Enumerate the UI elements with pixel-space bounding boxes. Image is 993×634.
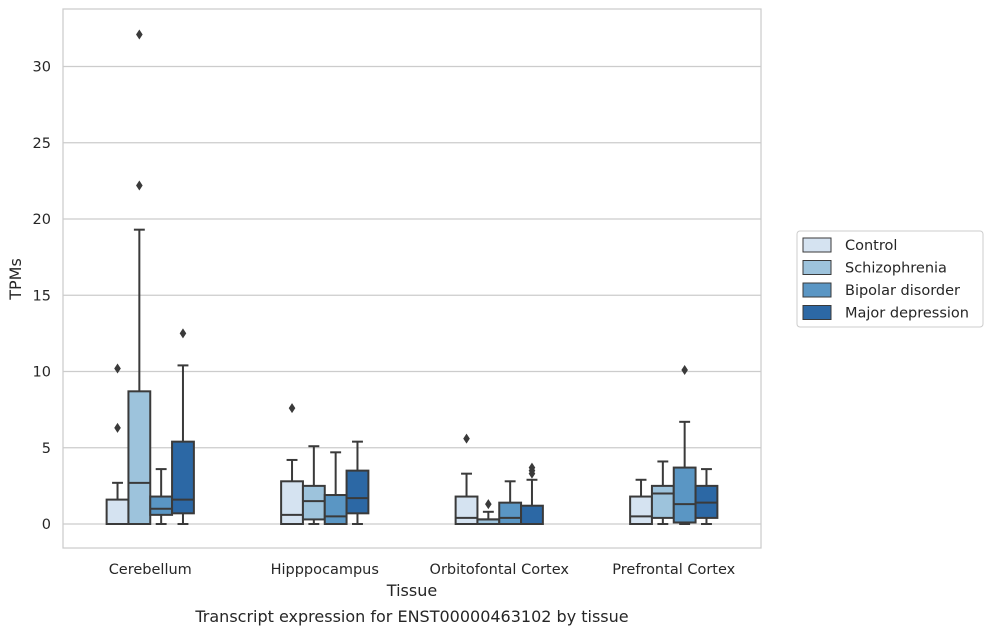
y-axis-ticks: 0 5 10 15 20 25 30 xyxy=(33,60,51,534)
y-tick-label: 5 xyxy=(42,441,51,457)
box-iqr xyxy=(498,501,523,525)
x-tick-label: Prefrontal Cortex xyxy=(612,562,735,578)
legend-swatch xyxy=(802,260,832,275)
legend: Control Schizophrenia Bipolar disorder Majo… xyxy=(796,230,984,328)
box-iqr xyxy=(520,504,544,526)
box-iqr xyxy=(149,495,174,516)
box-iqr xyxy=(629,495,653,525)
plot-frame xyxy=(62,8,762,549)
box-iqr xyxy=(127,390,152,526)
x-tick-label: Hipppocampus xyxy=(271,562,379,578)
box-control xyxy=(280,403,304,525)
y-tick-label: 30 xyxy=(33,60,51,76)
box-groups xyxy=(105,29,719,526)
outlier-point xyxy=(485,499,492,510)
y-tick-label: 10 xyxy=(33,365,51,381)
legend-label: Schizophrenia xyxy=(845,261,947,277)
box-iqr xyxy=(171,440,195,515)
box-schizophrenia xyxy=(476,499,501,525)
box-bipolar-disorder xyxy=(672,364,697,525)
x-tick-label: Orbitofontal Cortex xyxy=(430,562,570,578)
box-iqr xyxy=(323,494,348,525)
box-iqr xyxy=(345,469,370,515)
x-axis-label: Tissue xyxy=(386,581,437,600)
box-schizophrenia xyxy=(650,460,675,525)
box-major-depression xyxy=(520,462,544,526)
box-iqr xyxy=(454,495,479,525)
legend-label: Control xyxy=(845,238,897,254)
legend-label: Bipolar disorder xyxy=(845,283,960,299)
box-schizophrenia xyxy=(127,29,152,526)
y-tick-label: 25 xyxy=(33,136,51,152)
outlier-point xyxy=(463,433,470,444)
legend-label: Major depression xyxy=(845,306,969,322)
box-bipolar-disorder xyxy=(149,468,174,525)
outlier-point xyxy=(179,328,187,339)
y-tick-label: 0 xyxy=(42,517,51,533)
box-iqr xyxy=(650,484,675,519)
box-major-depression xyxy=(345,440,370,525)
box-control xyxy=(629,478,653,525)
outlier-point xyxy=(114,422,121,433)
y-axis-label: TPMs xyxy=(6,258,25,301)
box-control xyxy=(105,363,130,526)
box-major-depression xyxy=(694,468,719,525)
legend-swatch xyxy=(802,282,832,298)
legend-frame xyxy=(796,230,984,328)
box-control xyxy=(454,433,479,525)
x-axis-ticks: Cerebellum Hipppocampus Orbitofontal Corte… xyxy=(109,562,736,578)
outlier-point xyxy=(136,180,143,191)
box-major-depression xyxy=(171,328,195,525)
box-iqr xyxy=(105,498,130,526)
legend-swatch xyxy=(802,237,832,253)
box-schizophrenia xyxy=(301,445,326,525)
box-bipolar-disorder xyxy=(323,451,348,525)
figure-caption: Transcript expression for ENST0000046310… xyxy=(194,607,628,626)
y-tick-label: 20 xyxy=(33,212,51,228)
outlier-point xyxy=(288,403,296,414)
box-iqr xyxy=(672,466,697,524)
box-iqr xyxy=(301,484,326,521)
box-bipolar-disorder xyxy=(498,480,523,525)
outlier-point xyxy=(681,364,688,375)
legend-swatch xyxy=(802,305,832,320)
box-iqr xyxy=(280,480,304,525)
outlier-point xyxy=(136,29,143,40)
x-tick-label: Cerebellum xyxy=(109,562,192,578)
outlier-point xyxy=(114,363,121,374)
gridlines xyxy=(63,65,761,525)
outlier-point xyxy=(528,462,536,473)
y-tick-label: 15 xyxy=(33,288,51,304)
